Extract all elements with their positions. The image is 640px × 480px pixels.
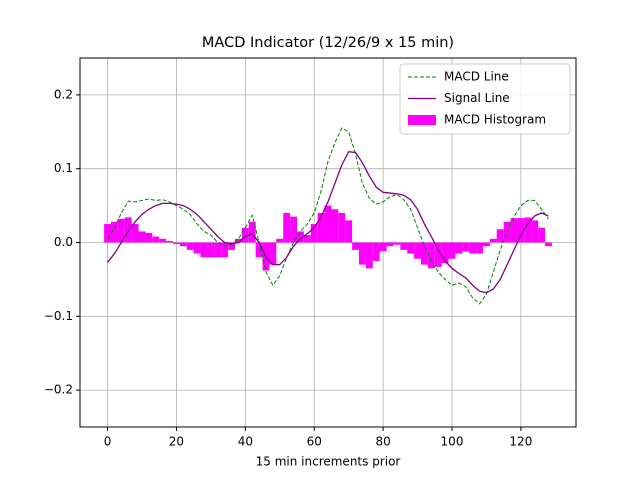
histogram-bar bbox=[111, 221, 118, 243]
y-tick-label: 0.2 bbox=[54, 87, 73, 101]
histogram-bar bbox=[427, 242, 435, 269]
histogram-bar bbox=[545, 242, 552, 247]
y-tick-label: 0.0 bbox=[54, 235, 73, 249]
legend-box bbox=[399, 63, 571, 135]
y-tick-label: −0.2 bbox=[44, 383, 73, 397]
histogram-bar bbox=[173, 242, 180, 244]
histogram-bar bbox=[145, 232, 153, 243]
histogram-bar bbox=[531, 220, 539, 243]
histogram-bar bbox=[421, 242, 428, 265]
histogram-bar bbox=[407, 242, 415, 254]
histogram-bar bbox=[496, 229, 504, 243]
legend-label: Signal Line bbox=[444, 91, 510, 105]
legend-swatch bbox=[408, 115, 436, 125]
histogram-bar bbox=[400, 242, 408, 250]
histogram-bar bbox=[517, 218, 525, 243]
histogram-bar bbox=[193, 242, 201, 254]
histogram-bar bbox=[372, 242, 380, 261]
histogram-bar bbox=[290, 216, 297, 243]
histogram-bar bbox=[179, 242, 187, 247]
histogram-bar bbox=[524, 217, 532, 243]
series-line bbox=[107, 151, 549, 294]
histogram-bar bbox=[214, 242, 222, 258]
series-line bbox=[107, 127, 549, 305]
histogram-bar bbox=[365, 242, 373, 269]
x-tick-label: 20 bbox=[169, 435, 184, 449]
histogram-bar bbox=[434, 242, 442, 267]
histogram-bar bbox=[441, 242, 449, 264]
histogram-bar bbox=[317, 212, 325, 243]
histogram-bar bbox=[462, 242, 470, 252]
histogram-bar bbox=[207, 242, 215, 258]
histogram-bar bbox=[152, 236, 160, 243]
histogram-bar bbox=[324, 205, 332, 243]
x-tick-label: 0 bbox=[104, 435, 112, 449]
histogram-bar bbox=[393, 242, 401, 245]
histogram-bar bbox=[248, 221, 256, 243]
histogram-bar bbox=[276, 238, 284, 243]
histogram-bar bbox=[489, 238, 497, 243]
histogram-bar bbox=[131, 224, 139, 243]
y-tick-label: −0.1 bbox=[44, 309, 73, 323]
x-tick-label: 100 bbox=[441, 435, 464, 449]
histogram-bar bbox=[117, 218, 125, 243]
histogram-bar bbox=[331, 209, 339, 243]
x-axis-label: 15 min increments prior bbox=[256, 455, 401, 469]
x-tick-label: 40 bbox=[238, 435, 253, 449]
histogram-bar bbox=[455, 242, 463, 254]
x-tick-label: 80 bbox=[375, 435, 390, 449]
y-tick-label: 0.1 bbox=[54, 161, 73, 175]
histogram-bar bbox=[104, 224, 111, 243]
histogram-bar bbox=[414, 242, 421, 259]
histogram-bar bbox=[359, 242, 366, 265]
histogram-bar bbox=[483, 242, 490, 247]
histogram-bar bbox=[159, 238, 167, 243]
x-tick-label: 120 bbox=[509, 435, 532, 449]
x-tick-label: 60 bbox=[307, 435, 322, 449]
plot-frame bbox=[79, 57, 577, 428]
histogram-bar bbox=[124, 217, 132, 243]
legend-label: MACD Histogram bbox=[444, 113, 546, 127]
histogram-bar bbox=[297, 231, 304, 243]
histogram-bar bbox=[241, 227, 249, 243]
histogram-bar bbox=[186, 242, 194, 250]
histogram-bar bbox=[200, 242, 208, 258]
histogram-bar bbox=[338, 212, 346, 243]
histogram-bar bbox=[166, 241, 173, 243]
histogram-bar bbox=[469, 242, 477, 254]
histogram-bar bbox=[352, 242, 359, 250]
histogram-bar bbox=[283, 212, 291, 243]
histogram-bar bbox=[255, 242, 263, 258]
histogram-bar bbox=[476, 242, 483, 254]
legend-label: MACD Line bbox=[444, 70, 509, 84]
histogram-bar bbox=[538, 227, 545, 243]
histogram-bar bbox=[138, 231, 146, 243]
histogram-bar bbox=[221, 242, 229, 258]
histogram-bar bbox=[510, 218, 518, 243]
histogram-bar bbox=[345, 220, 353, 243]
histogram-bar bbox=[503, 221, 511, 243]
histogram-bar bbox=[269, 242, 277, 265]
histogram-bar bbox=[386, 242, 394, 247]
histogram-bar bbox=[303, 235, 311, 243]
chart-title: MACD Indicator (12/26/9 x 15 min) bbox=[202, 35, 454, 51]
histogram-bar bbox=[235, 238, 242, 243]
histogram-bar bbox=[379, 242, 387, 252]
histogram-bar bbox=[448, 242, 456, 259]
histogram-bar bbox=[310, 224, 318, 243]
histogram-bar bbox=[228, 242, 235, 250]
